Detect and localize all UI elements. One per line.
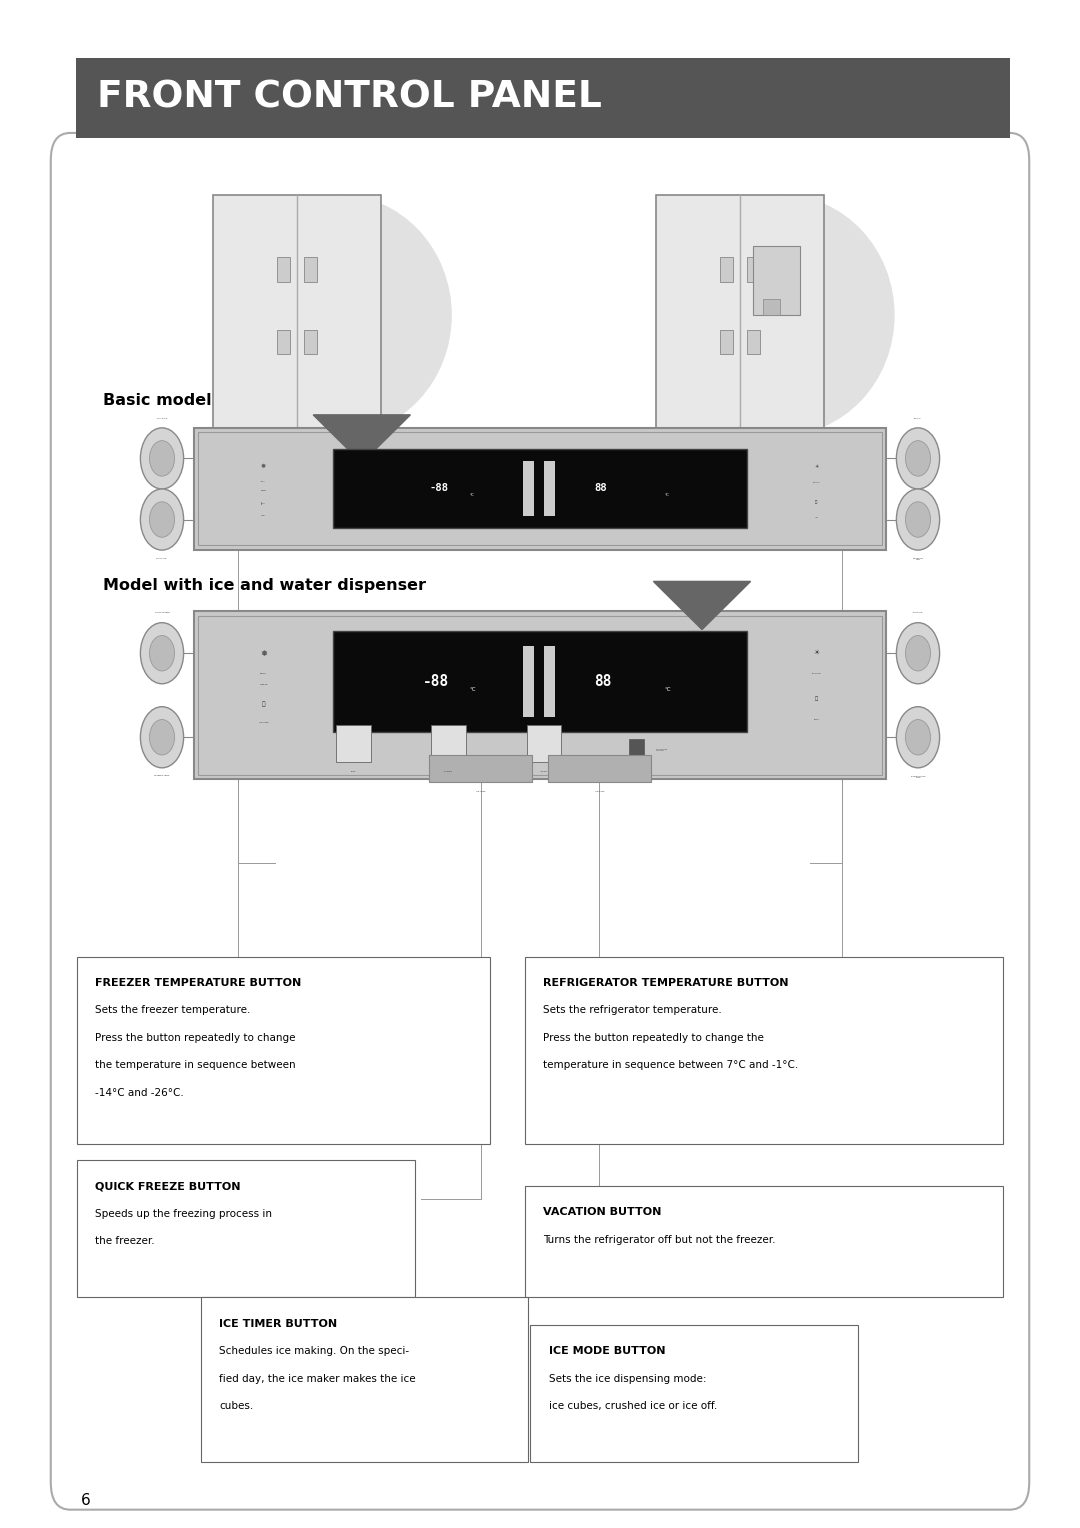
- Circle shape: [149, 720, 175, 755]
- Bar: [544, 460, 554, 516]
- Bar: [333, 449, 747, 529]
- Circle shape: [149, 440, 175, 477]
- Circle shape: [905, 636, 931, 671]
- FancyBboxPatch shape: [201, 1297, 528, 1462]
- Bar: [629, 740, 644, 761]
- Text: 88: 88: [594, 674, 611, 689]
- FancyBboxPatch shape: [77, 957, 490, 1144]
- Text: REFRIGERATOR
TEMP.: REFRIGERATOR TEMP.: [913, 558, 923, 561]
- FancyBboxPatch shape: [194, 428, 886, 550]
- Circle shape: [905, 440, 931, 477]
- Text: REFRIGERATOR TEMPERATURE BUTTON: REFRIGERATOR TEMPERATURE BUTTON: [543, 978, 788, 989]
- Text: ❅: ❅: [260, 649, 267, 659]
- Text: Sets the refrigerator temperature.: Sets the refrigerator temperature.: [543, 1005, 723, 1016]
- Circle shape: [905, 720, 931, 755]
- Text: Sets the ice dispensing mode:: Sets the ice dispensing mode:: [549, 1374, 706, 1384]
- Bar: [278, 257, 291, 281]
- FancyBboxPatch shape: [76, 58, 1010, 138]
- Text: 🔒: 🔒: [814, 697, 819, 701]
- Text: °C: °C: [664, 688, 671, 692]
- Text: 88: 88: [594, 483, 607, 494]
- Text: REFRIGERATOR
TEMP.: REFRIGERATOR TEMP.: [910, 775, 926, 778]
- FancyBboxPatch shape: [525, 1186, 1003, 1297]
- Circle shape: [140, 623, 184, 683]
- Text: FRONT CONTROL PANEL: FRONT CONTROL PANEL: [97, 79, 602, 116]
- Text: ⧖: ⧖: [261, 701, 266, 707]
- Circle shape: [140, 706, 184, 767]
- Bar: [544, 646, 554, 717]
- Circle shape: [896, 706, 940, 767]
- Text: 🔒: 🔒: [815, 500, 818, 504]
- Text: ice cubes, crushed ice or ice off.: ice cubes, crushed ice or ice off.: [549, 1401, 717, 1412]
- Text: ICE TIMER BUTTON: ICE TIMER BUTTON: [219, 1319, 337, 1329]
- Circle shape: [896, 489, 940, 550]
- Circle shape: [140, 489, 184, 550]
- Ellipse shape: [669, 194, 894, 435]
- Text: ❅: ❅: [261, 463, 266, 469]
- Text: the temperature in sequence between: the temperature in sequence between: [95, 1060, 296, 1071]
- Bar: [524, 460, 534, 516]
- Bar: [746, 257, 759, 281]
- Text: FREEZER TEMPERATURE BUTTON: FREEZER TEMPERATURE BUTTON: [95, 978, 301, 989]
- Text: °C: °C: [664, 492, 670, 497]
- Bar: [524, 646, 534, 717]
- Bar: [430, 755, 532, 782]
- Text: 6: 6: [81, 1493, 91, 1508]
- Circle shape: [149, 636, 175, 671]
- Text: -88: -88: [422, 674, 449, 689]
- Bar: [303, 330, 316, 354]
- Bar: [764, 299, 780, 315]
- Text: -88: -88: [430, 483, 449, 494]
- Bar: [432, 726, 467, 762]
- Polygon shape: [653, 582, 751, 630]
- Text: Sets the freezer temperature.: Sets the freezer temperature.: [95, 1005, 251, 1016]
- Text: Basic model: Basic model: [103, 393, 212, 408]
- Text: Model with ice and water dispenser: Model with ice and water dispenser: [103, 578, 426, 593]
- FancyBboxPatch shape: [51, 133, 1029, 1510]
- Text: ☀: ☀: [813, 651, 820, 657]
- FancyBboxPatch shape: [194, 611, 886, 779]
- Text: Press the button repeatedly to change: Press the button repeatedly to change: [95, 1033, 296, 1044]
- Circle shape: [905, 501, 931, 538]
- Bar: [675, 582, 729, 585]
- Bar: [333, 631, 747, 732]
- Text: the freezer.: the freezer.: [95, 1236, 154, 1247]
- Bar: [527, 726, 562, 762]
- Text: ⒶUTO: ⒶUTO: [261, 503, 266, 506]
- Bar: [278, 330, 291, 354]
- Bar: [336, 726, 370, 762]
- Circle shape: [140, 428, 184, 489]
- Text: °C: °C: [470, 688, 476, 692]
- Bar: [720, 257, 733, 281]
- Text: VACATION BUTTON: VACATION BUTTON: [543, 1207, 662, 1218]
- Bar: [746, 330, 759, 354]
- Text: ☀: ☀: [814, 463, 819, 469]
- Text: Press the button repeatedly to change the: Press the button repeatedly to change th…: [543, 1033, 765, 1044]
- Bar: [753, 246, 800, 315]
- Text: temperature in sequence between 7°C and -1°C.: temperature in sequence between 7°C and …: [543, 1060, 798, 1071]
- Text: °C: °C: [470, 492, 474, 497]
- Text: QUICK FREEZE BUTTON: QUICK FREEZE BUTTON: [95, 1181, 241, 1192]
- FancyBboxPatch shape: [530, 1325, 858, 1462]
- Circle shape: [896, 428, 940, 489]
- FancyBboxPatch shape: [214, 194, 381, 461]
- Text: fied day, the ice maker makes the ice: fied day, the ice maker makes the ice: [219, 1374, 416, 1384]
- Text: -14°C and -26°C.: -14°C and -26°C.: [95, 1088, 184, 1099]
- Circle shape: [149, 501, 175, 538]
- FancyBboxPatch shape: [525, 957, 1003, 1144]
- Text: WATER FILTER
INDICATOR: WATER FILTER INDICATOR: [656, 749, 667, 752]
- Polygon shape: [313, 414, 410, 463]
- Text: cubes.: cubes.: [219, 1401, 254, 1412]
- FancyBboxPatch shape: [77, 1160, 415, 1297]
- Bar: [549, 755, 650, 782]
- FancyBboxPatch shape: [657, 194, 824, 461]
- Bar: [720, 330, 733, 354]
- Ellipse shape: [226, 194, 451, 435]
- Circle shape: [896, 623, 940, 683]
- Text: Turns the refrigerator off but not the freezer.: Turns the refrigerator off but not the f…: [543, 1235, 775, 1245]
- Text: ICE MODE BUTTON: ICE MODE BUTTON: [549, 1346, 665, 1357]
- Text: Schedules ice making. On the speci-: Schedules ice making. On the speci-: [219, 1346, 409, 1357]
- Text: Speeds up the freezing process in: Speeds up the freezing process in: [95, 1209, 272, 1219]
- Bar: [303, 257, 316, 281]
